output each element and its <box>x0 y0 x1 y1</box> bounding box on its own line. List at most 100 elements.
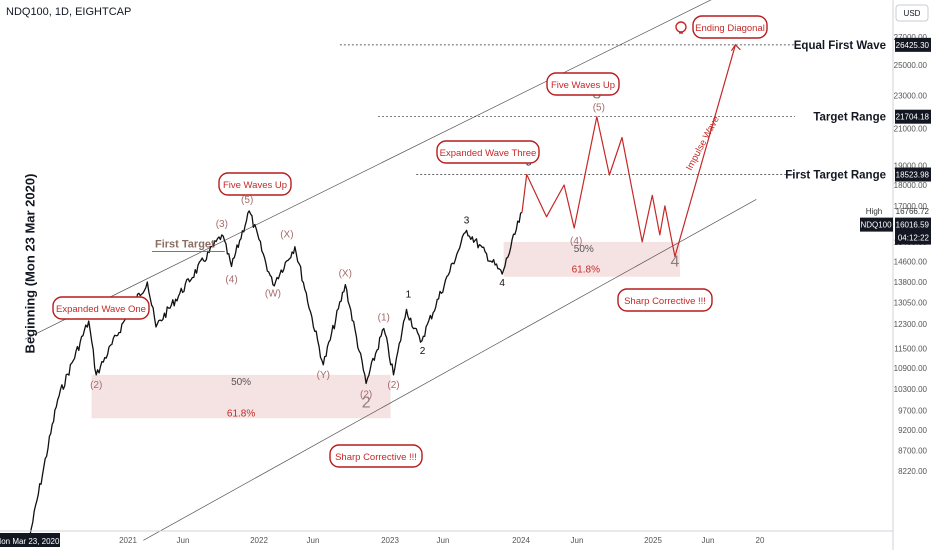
currency-badge: USD <box>895 4 929 22</box>
wave-label: 3 <box>464 215 470 226</box>
last-price-box <box>895 217 931 232</box>
price-tick-label: 17000.00 <box>894 202 928 211</box>
price-tick-label: 27000.00 <box>894 33 928 42</box>
time-tick-label: 20 <box>756 536 765 545</box>
callout-text: Five Waves Up <box>223 180 287 191</box>
first-target-label: First Target <box>155 239 215 251</box>
callout-box: Expanded Wave One <box>52 296 150 320</box>
callout-text: Expanded Wave One <box>56 304 146 315</box>
wave-label: (2) <box>360 389 372 400</box>
wave-label: 2 <box>420 346 426 357</box>
impulse-wave-label: Impulse Wave <box>684 114 722 172</box>
price-tick-label: 21000.00 <box>894 125 928 134</box>
callout-border <box>546 72 620 96</box>
currency-box <box>895 4 929 22</box>
zone-label-618: 61.8% <box>572 265 600 276</box>
callout-text: Ending Diagonal <box>695 23 765 34</box>
price-tick-label: 10900.00 <box>894 364 928 373</box>
price-tick-label: 23000.00 <box>894 92 928 101</box>
price-tag-label: 18523.98 <box>896 171 930 180</box>
wave-label: (2) <box>387 380 399 391</box>
price-tick-label: 11500.00 <box>894 345 927 354</box>
high-label: High <box>866 207 882 216</box>
channel-lower-line <box>143 199 757 541</box>
time-tick-label: Jun <box>702 536 715 545</box>
time-tick-label: 2025 <box>644 536 662 545</box>
price-tick-label: 13050.00 <box>894 298 928 307</box>
lightbulb-icon <box>675 21 687 33</box>
retracement-zone <box>91 374 391 419</box>
price-tick-label: 14600.00 <box>894 257 928 266</box>
level-label: Equal First Wave <box>794 40 886 52</box>
wave-label: (5) <box>241 195 253 206</box>
zone-label-618: 61.8% <box>227 408 255 419</box>
callout-box: Five Waves Up <box>218 172 292 196</box>
time-tick-label: 2024 <box>512 536 530 545</box>
wave-label: (3) <box>216 219 228 230</box>
price-tick-label: 9200.00 <box>898 426 927 435</box>
channel-upper-line <box>24 0 712 340</box>
high-value: 16766.72 <box>896 207 930 216</box>
wave-label: (4) <box>570 236 582 247</box>
impulse-arrowhead <box>730 43 741 52</box>
callout-text: Sharp Corrective !!! <box>624 296 706 307</box>
wave-label: 4 <box>670 253 679 270</box>
countdown-label: 04:12:22 <box>898 234 930 243</box>
price-tick-label: 9700.00 <box>898 407 927 416</box>
time-tick-label: 2021 <box>119 536 137 545</box>
symbol-title[interactable]: NDQ100, 1D, EIGHTCAP <box>6 6 132 18</box>
time-cursor-box <box>0 533 60 547</box>
wave-label: 2 <box>362 394 371 411</box>
price-tag-box <box>895 37 931 52</box>
wave-label: (X) <box>339 269 352 280</box>
wave-label: 1 <box>406 289 412 300</box>
callout-box: Sharp Corrective !!! <box>617 288 713 312</box>
time-tick-label: Jun <box>437 536 450 545</box>
symbol-tag-box <box>860 217 893 232</box>
wave-label: (4) <box>225 274 237 285</box>
wave-label: (W) <box>265 289 281 300</box>
wave-label: (1) <box>378 312 390 323</box>
projection-series-line <box>521 44 736 258</box>
time-tick-label: 2023 <box>381 536 399 545</box>
wave-label: (5) <box>593 103 605 114</box>
countdown-box <box>895 230 931 245</box>
price-tick-label: 8700.00 <box>898 446 927 455</box>
callout-box: Expanded Wave Three <box>436 140 540 164</box>
callout-text: Expanded Wave Three <box>440 148 537 159</box>
price-tick-label: 8220.00 <box>898 467 927 476</box>
price-tag-label: 26425.30 <box>896 41 930 50</box>
price-axis-bg <box>893 0 932 550</box>
callout-border <box>692 15 768 39</box>
callout-border <box>617 288 713 312</box>
time-tick-label: Jun <box>177 536 190 545</box>
price-tag-box <box>895 167 931 182</box>
time-cursor-label: Mon Mar 23, 2020 <box>0 537 60 546</box>
last-price-label: 16016.59 <box>896 221 930 230</box>
symbol-tag-label: NDQ100 <box>860 221 892 230</box>
zone-label-50: 50% <box>574 244 594 255</box>
price-tick-label: 12300.00 <box>894 320 928 329</box>
retracement-zone <box>503 241 680 277</box>
price-tick-label: 10300.00 <box>894 385 928 394</box>
price-tag-box <box>895 109 931 124</box>
currency-label: USD <box>904 9 921 18</box>
time-tick-label: 2022 <box>250 536 268 545</box>
wave-label: (Y) <box>317 370 330 381</box>
price-tick-label: 18000.00 <box>894 181 928 190</box>
level-label: First Target Range <box>785 170 886 182</box>
wave-label: (X) <box>280 230 293 241</box>
side-title: Beginning (Mon 23 Mar 2020) <box>22 173 38 354</box>
time-tick-label: Jun <box>307 536 320 545</box>
time-tick-label: Jun <box>571 536 584 545</box>
wave-label: 4 <box>499 278 505 289</box>
callout-border <box>52 296 150 320</box>
level-label: Target Range <box>813 112 886 124</box>
price-tick-label: 25000.00 <box>894 61 928 70</box>
callout-box: Sharp Corrective !!! <box>329 444 423 468</box>
callout-box: Five Waves Up <box>546 72 620 96</box>
price-tick-label: 13800.00 <box>894 278 928 287</box>
wave-label: (2) <box>90 380 102 391</box>
callout-border <box>218 172 292 196</box>
